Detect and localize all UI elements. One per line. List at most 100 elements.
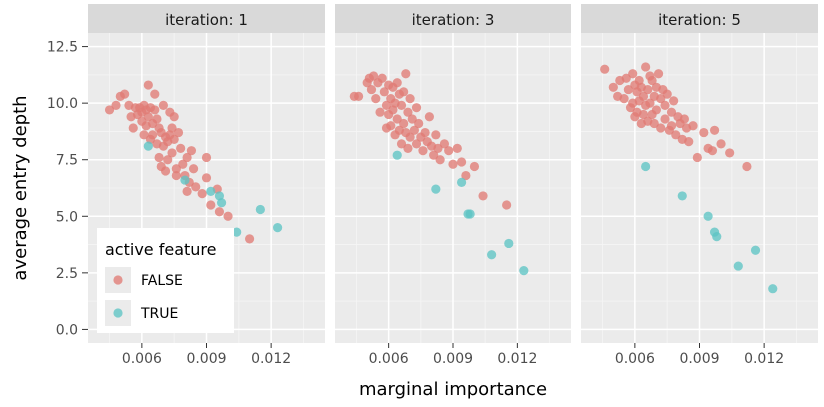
data-point-false bbox=[692, 152, 702, 163]
data-point-false bbox=[638, 109, 649, 120]
data-point-false bbox=[371, 94, 381, 104]
data-point-false bbox=[197, 189, 207, 199]
data-point-true bbox=[703, 211, 713, 221]
x-tick-label: 0.006 bbox=[369, 351, 409, 367]
data-point-true bbox=[733, 261, 743, 271]
data-point-false bbox=[158, 100, 169, 111]
data-point-false bbox=[143, 112, 153, 122]
data-point-false bbox=[621, 73, 631, 83]
data-point-false bbox=[660, 100, 670, 111]
data-point-false bbox=[403, 107, 413, 117]
data-point-false bbox=[111, 100, 121, 111]
data-point-true bbox=[216, 198, 227, 208]
data-point-true bbox=[392, 150, 402, 160]
data-point-false bbox=[688, 121, 698, 131]
y-tick-label: 7.5 bbox=[56, 153, 78, 169]
data-point-false bbox=[656, 123, 666, 133]
y-tick-label: 10.0 bbox=[47, 96, 78, 112]
data-point-false bbox=[244, 234, 255, 244]
data-point-false bbox=[608, 82, 618, 92]
data-point-false bbox=[392, 114, 402, 124]
data-point-true bbox=[180, 175, 190, 185]
facet-strip bbox=[581, 4, 818, 33]
data-point-false bbox=[128, 123, 138, 133]
data-point-false bbox=[381, 100, 392, 111]
data-point-true bbox=[206, 186, 216, 196]
data-point-true bbox=[431, 184, 441, 194]
data-point-false bbox=[154, 152, 164, 163]
data-point-true bbox=[768, 284, 778, 294]
x-tick-label: 0.006 bbox=[615, 351, 655, 367]
legend-key-true bbox=[113, 308, 123, 318]
data-point-false bbox=[725, 148, 735, 158]
data-point-false bbox=[176, 143, 186, 154]
data-point-false bbox=[478, 191, 488, 201]
legend-key-false bbox=[113, 275, 123, 285]
data-point-false bbox=[645, 98, 655, 108]
data-point-false bbox=[369, 71, 379, 81]
data-point-false bbox=[152, 114, 162, 124]
data-point-false bbox=[641, 62, 651, 72]
data-point-true bbox=[143, 141, 153, 151]
y-tick-label: 2.5 bbox=[56, 266, 78, 282]
data-point-false bbox=[709, 125, 720, 135]
data-point-false bbox=[191, 182, 201, 192]
data-point-false bbox=[429, 150, 439, 160]
data-point-false bbox=[167, 148, 177, 158]
data-point-false bbox=[660, 114, 670, 124]
data-point-false bbox=[201, 173, 212, 183]
data-point-false bbox=[411, 103, 422, 113]
data-point-false bbox=[399, 118, 409, 129]
data-point-false bbox=[649, 118, 659, 129]
data-point-false bbox=[469, 161, 480, 172]
data-point-false bbox=[188, 164, 199, 174]
data-point-false bbox=[214, 207, 225, 217]
data-point-false bbox=[628, 69, 638, 79]
data-point-true bbox=[750, 245, 761, 255]
data-point-false bbox=[414, 118, 424, 129]
data-point-false bbox=[182, 152, 192, 163]
data-point-false bbox=[104, 105, 115, 115]
y-tick-label: 5.0 bbox=[56, 209, 78, 225]
x-tick-label: 0.009 bbox=[433, 351, 473, 367]
data-point-true bbox=[465, 209, 475, 219]
facet-strip bbox=[335, 4, 571, 33]
data-point-false bbox=[379, 87, 389, 97]
legend-label: TRUE bbox=[140, 306, 178, 322]
data-point-false bbox=[182, 186, 192, 196]
data-point-false bbox=[638, 91, 649, 101]
data-point-false bbox=[452, 143, 462, 154]
data-point-false bbox=[399, 87, 409, 97]
data-point-true bbox=[504, 238, 514, 249]
data-point-false bbox=[716, 139, 726, 149]
data-point-false bbox=[651, 105, 662, 115]
y-tick-label: 12.5 bbox=[47, 40, 78, 56]
data-point-false bbox=[150, 105, 160, 115]
data-point-false bbox=[643, 84, 653, 95]
data-point-false bbox=[223, 211, 233, 221]
data-point-false bbox=[407, 114, 417, 124]
data-point-false bbox=[707, 146, 718, 156]
data-point-false bbox=[120, 89, 130, 99]
facet-strip-label: iteration: 5 bbox=[658, 11, 741, 29]
data-point-false bbox=[684, 137, 694, 147]
data-point-false bbox=[431, 130, 441, 140]
data-point-false bbox=[396, 100, 407, 111]
data-point-false bbox=[502, 200, 512, 210]
x-tick-label: 0.009 bbox=[679, 351, 719, 367]
data-point-true bbox=[273, 222, 283, 233]
data-point-false bbox=[456, 157, 467, 167]
data-point-false bbox=[386, 121, 396, 131]
data-point-false bbox=[623, 84, 634, 95]
data-point-false bbox=[169, 134, 179, 144]
data-point-false bbox=[201, 152, 212, 163]
data-point-false bbox=[424, 112, 434, 122]
data-point-false bbox=[171, 164, 181, 174]
data-point-true bbox=[641, 161, 651, 172]
data-point-false bbox=[377, 73, 387, 83]
data-point-false bbox=[448, 159, 458, 169]
data-point-false bbox=[619, 94, 629, 104]
data-point-false bbox=[173, 127, 184, 138]
data-point-false bbox=[742, 161, 752, 172]
